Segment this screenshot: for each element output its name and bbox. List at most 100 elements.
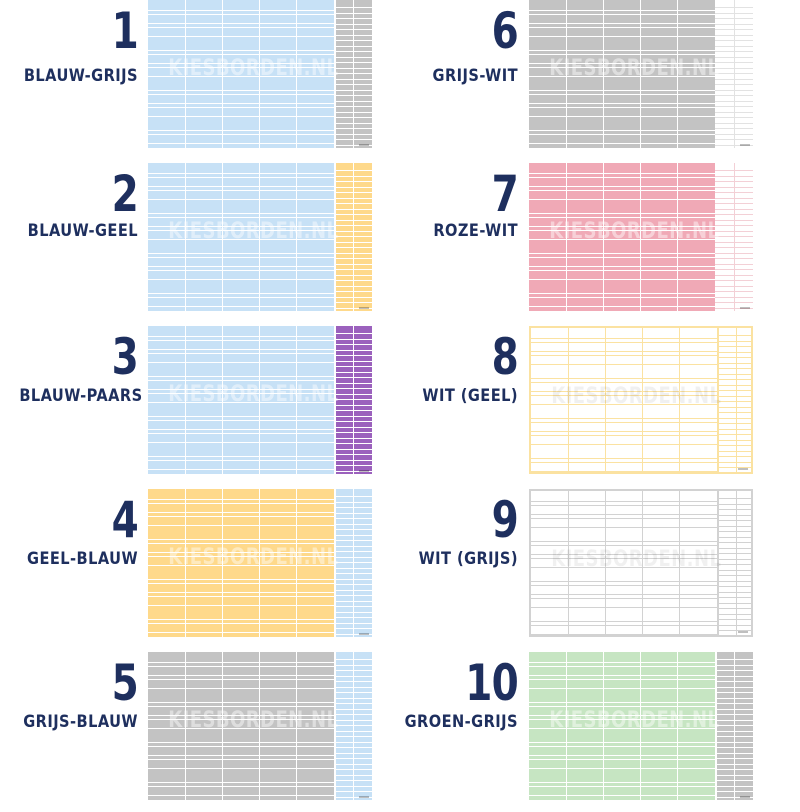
grid-line — [353, 163, 354, 311]
grid-line — [148, 186, 334, 187]
grid-line — [148, 380, 334, 381]
board-label-mark — [359, 470, 369, 472]
grid-line — [148, 14, 334, 15]
grid-line — [529, 10, 715, 11]
grid-line — [717, 384, 751, 386]
grid-line — [734, 0, 735, 148]
grid-line — [717, 450, 751, 452]
grid-line — [531, 404, 717, 405]
grid-line — [717, 509, 751, 510]
grid-line — [296, 0, 298, 148]
grid-line — [148, 512, 334, 513]
grid-line — [148, 746, 334, 747]
grid-line — [531, 527, 717, 528]
grid-line — [148, 393, 334, 394]
grid-line — [148, 10, 334, 11]
grid-line — [148, 583, 334, 584]
grid-line — [717, 373, 751, 375]
grid-line — [148, 782, 334, 783]
grid-line — [531, 458, 717, 459]
option-name: WIT (GRIJS) — [418, 549, 518, 569]
grid-line — [296, 163, 298, 311]
grid-line — [148, 90, 334, 91]
grid-line — [715, 163, 717, 311]
grid-line — [148, 76, 334, 77]
grid-line — [531, 382, 717, 383]
grid-line — [717, 401, 751, 402]
watermark: KIESBORDEN.NL — [168, 219, 339, 244]
grid-line — [222, 652, 224, 800]
grid-line — [529, 239, 715, 240]
grid-line — [148, 217, 334, 218]
grid-line — [642, 328, 644, 472]
grid-line — [148, 54, 334, 55]
grid-line — [529, 297, 715, 298]
grid-line — [717, 547, 751, 549]
watermark: KIESBORDEN.NL — [168, 545, 339, 570]
grid-line — [148, 23, 334, 24]
grid-line — [529, 688, 715, 689]
grid-line — [259, 326, 261, 474]
grid-line — [531, 594, 717, 595]
grid-line — [717, 412, 751, 413]
option-number: 6 — [491, 2, 519, 60]
grid-line — [717, 580, 751, 582]
grid-line — [148, 50, 334, 51]
grid-line — [334, 163, 336, 311]
grid-line — [148, 605, 334, 606]
grid-line — [566, 163, 568, 311]
grid-line — [717, 525, 751, 527]
board-preview: KIESBORDEN.NL — [529, 652, 753, 800]
grid-line — [566, 652, 568, 800]
watermark: KIESBORDEN.NL — [549, 219, 720, 244]
grid-line — [734, 652, 735, 800]
grid-line — [148, 340, 334, 341]
grid-line — [353, 0, 354, 148]
grid-line — [717, 357, 751, 358]
grid-line — [717, 503, 751, 505]
grid-line — [717, 586, 751, 587]
grid-line — [717, 569, 751, 571]
grid-line — [734, 163, 735, 311]
option-8-wit-geel: 8 WIT (GEEL) KIESBORDEN.NL — [380, 326, 780, 486]
grid-line — [529, 199, 715, 200]
grid-line — [529, 213, 715, 214]
grid-line — [148, 107, 334, 108]
grid-line — [717, 390, 751, 391]
grid-line — [717, 514, 751, 516]
grid-line — [148, 103, 334, 104]
grid-line — [148, 199, 334, 200]
board-main-area — [148, 163, 334, 311]
grid-line — [736, 328, 737, 472]
grid-line — [717, 553, 751, 554]
board-main-area — [148, 0, 334, 148]
option-name: BLAUW-GRIJS — [23, 66, 138, 86]
grid-line — [148, 420, 334, 421]
grid-line — [717, 351, 751, 353]
grid-line — [529, 107, 715, 108]
grid-line — [529, 266, 715, 267]
board-preview: KIESBORDEN.NL — [529, 489, 753, 637]
option-number: 4 — [111, 491, 139, 549]
grid-line — [148, 253, 334, 254]
board-preview: KIESBORDEN.NL — [148, 326, 372, 474]
grid-line — [148, 728, 334, 729]
grid-line — [736, 491, 737, 635]
option-name: GRIJS-WIT — [432, 66, 518, 86]
grid-line — [148, 543, 334, 544]
grid-line — [531, 625, 717, 626]
grid-line — [222, 0, 224, 148]
grid-line — [529, 226, 715, 227]
board-preview: KIESBORDEN.NL — [148, 0, 372, 148]
grid-line — [259, 652, 261, 800]
grid-line — [531, 471, 717, 472]
grid-line — [529, 768, 715, 769]
grid-line — [148, 539, 334, 540]
grid-line — [148, 552, 334, 553]
grid-line — [531, 581, 717, 582]
grid-line — [531, 585, 717, 586]
grid-line — [605, 491, 607, 635]
grid-line — [148, 416, 334, 417]
grid-line — [531, 621, 717, 622]
grid-line — [148, 516, 334, 517]
